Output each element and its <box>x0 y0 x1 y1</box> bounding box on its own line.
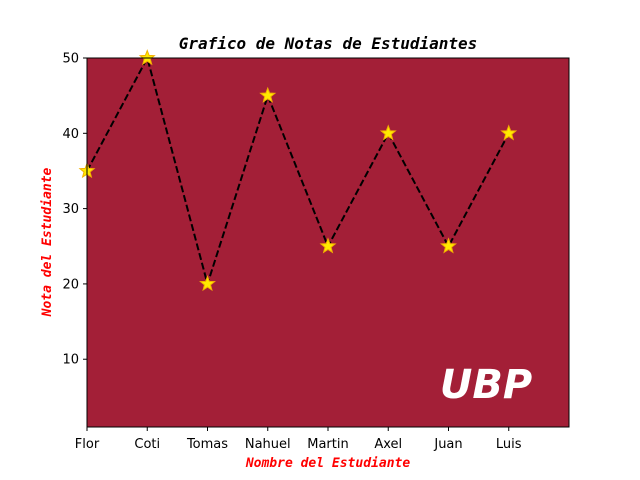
y-tick-label: 20 <box>62 277 79 292</box>
data-point-luis <box>500 124 518 141</box>
y-tick-label: 40 <box>62 127 79 142</box>
data-point-tomas <box>199 275 216 292</box>
data-point-juan <box>440 237 457 254</box>
x-tick-label: Nahuel <box>245 437 291 452</box>
data-point-nahuel <box>259 86 277 103</box>
x-tick-label: Flor <box>75 437 100 452</box>
ubp-annotation: UBP <box>440 362 532 408</box>
x-tick-label: Martin <box>307 437 348 452</box>
y-axis-label: Nota del Estudiante <box>40 167 55 317</box>
x-tick-label: Juan <box>433 437 462 452</box>
data-point-axel <box>379 124 397 141</box>
y-tick-label: 50 <box>62 52 79 67</box>
y-tick-label: 30 <box>62 202 79 217</box>
x-tick-label: Tomas <box>186 437 228 452</box>
chart-title: Grafico de Notas de Estudiantes <box>179 34 478 53</box>
series-line <box>86 57 510 285</box>
y-tick-label: 10 <box>62 353 79 368</box>
x-tick-label: Luis <box>496 437 522 452</box>
x-tick-label: Coti <box>134 437 160 452</box>
x-axis-label: Nombre del Estudiante <box>245 456 411 471</box>
x-axis: Flor Coti Tomas Nahuel Martin Axel Juan Luis <box>75 427 522 452</box>
x-tick-label: Axel <box>374 437 402 452</box>
y-axis: 10 20 30 40 50 <box>62 52 87 368</box>
data-point-martin <box>319 237 337 254</box>
series-layer <box>78 49 518 292</box>
data-point-coti <box>138 49 156 66</box>
